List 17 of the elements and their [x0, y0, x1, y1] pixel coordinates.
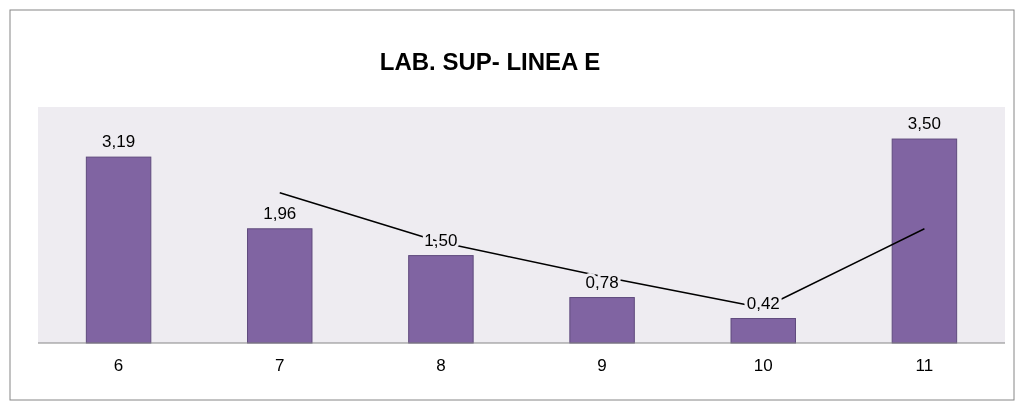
- x-tick-label: 11: [915, 356, 934, 375]
- bar: [730, 318, 796, 344]
- data-label: 3,19: [102, 132, 136, 152]
- x-tick-label: 7: [275, 356, 285, 375]
- bar: [569, 297, 635, 344]
- data-label: 1,96: [263, 203, 297, 223]
- data-label: 3,50: [907, 114, 941, 134]
- bar: [408, 255, 474, 344]
- x-tick-label: 9: [597, 356, 607, 375]
- chart-title: LAB. SUP- LINEA E: [379, 48, 601, 75]
- bar: [85, 156, 152, 344]
- x-tick-label: 6: [113, 356, 124, 375]
- bar: [247, 228, 313, 344]
- x-tick-label: 8: [436, 356, 446, 375]
- bar: [891, 138, 958, 344]
- data-label: 0,78: [585, 272, 619, 292]
- x-tick-label: 10: [753, 356, 773, 375]
